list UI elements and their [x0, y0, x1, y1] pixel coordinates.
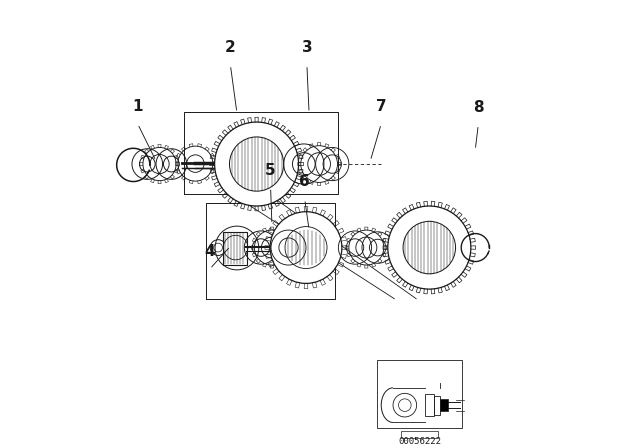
Text: 8: 8: [473, 100, 484, 115]
Text: 1: 1: [132, 99, 143, 114]
Bar: [424, 394, 434, 416]
Bar: [434, 396, 440, 414]
Bar: [223, 232, 247, 265]
Circle shape: [270, 212, 342, 284]
Circle shape: [388, 206, 471, 289]
Text: 7: 7: [376, 99, 387, 114]
Text: 4: 4: [205, 244, 215, 259]
Circle shape: [214, 122, 299, 206]
Bar: [401, 431, 438, 438]
Text: 3: 3: [301, 40, 312, 55]
Bar: [377, 360, 462, 428]
Text: 5: 5: [265, 163, 276, 177]
Text: 00056222: 00056222: [398, 437, 441, 446]
Text: 6: 6: [300, 174, 310, 190]
Bar: [440, 399, 448, 411]
Text: 2: 2: [225, 40, 236, 55]
